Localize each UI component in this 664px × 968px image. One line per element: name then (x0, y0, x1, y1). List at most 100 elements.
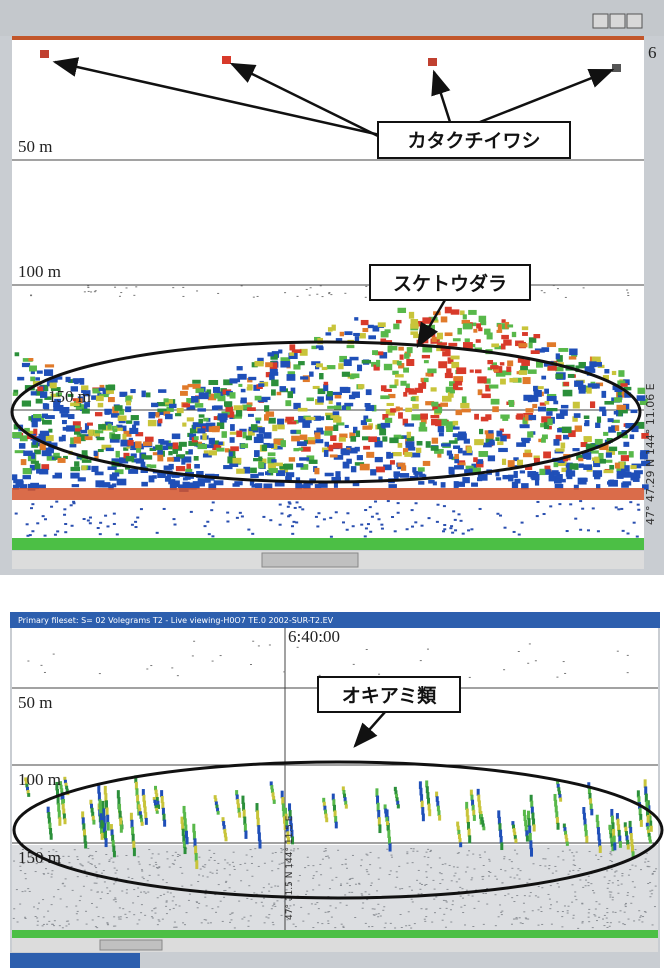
echo-pixel (513, 901, 515, 902)
echo-pixel (43, 874, 45, 875)
echo-pixel (67, 921, 69, 922)
echo-pixel (44, 535, 47, 537)
echo-pixel (514, 850, 516, 851)
echo-pixel (431, 402, 438, 407)
echo-pixel (539, 469, 545, 475)
echo-pixel (617, 474, 624, 479)
echo-pixel (306, 397, 313, 401)
echo-pixel (606, 908, 608, 909)
echo-pixel (68, 862, 70, 863)
echo-pixel (470, 528, 473, 530)
echo-pixel (287, 421, 296, 424)
echo-pixel (379, 429, 386, 436)
echo-pixel (177, 854, 179, 855)
echo-pixel (625, 903, 627, 904)
echo-pixel (30, 377, 35, 382)
echo-pixel (555, 871, 557, 872)
echo-pixel (584, 436, 592, 442)
echo-pixel (248, 920, 250, 921)
echo-pixel (172, 900, 174, 901)
echo-pixel (191, 396, 198, 403)
echo-pixel (406, 851, 408, 852)
echo-pixel (252, 641, 254, 642)
echo-pixel (396, 406, 400, 411)
taskbar-item[interactable] (10, 953, 140, 968)
echo-pixel (547, 342, 556, 347)
echo-pixel (360, 865, 362, 866)
echo-pixel (96, 927, 98, 928)
depth-label: 100 m (18, 770, 61, 789)
echo-pixel (491, 343, 499, 347)
echo-pixel (396, 320, 402, 323)
echo-pixel (389, 843, 392, 851)
echo-pixel (612, 882, 614, 883)
echo-pixel (464, 924, 466, 925)
echo-pixel (96, 877, 98, 878)
echo-pixel (98, 424, 106, 430)
echo-pixel (620, 910, 622, 911)
echo-pixel (126, 456, 134, 461)
echo-pixel (237, 374, 246, 380)
echo-pixel (414, 521, 417, 523)
echo-pixel (346, 529, 349, 531)
echo-pixel (655, 868, 657, 869)
echo-pixel (13, 392, 18, 395)
echo-pixel (265, 917, 267, 918)
echo-pixel (86, 876, 88, 877)
echo-pixel (254, 848, 256, 849)
echo-pixel (504, 856, 506, 857)
echo-pixel (233, 458, 242, 464)
echo-pixel (115, 873, 117, 874)
echo-pixel (68, 414, 75, 419)
echo-pixel (335, 822, 338, 829)
echo-pixel (431, 922, 433, 923)
echo-pixel (510, 877, 512, 878)
echo-pixel (422, 382, 426, 386)
echo-pixel (226, 521, 229, 523)
echo-pixel (627, 844, 630, 849)
echo-pixel (437, 333, 443, 340)
echo-pixel (197, 428, 205, 433)
echo-pixel (411, 319, 419, 324)
echo-pixel (42, 414, 48, 418)
echo-pixel (366, 419, 372, 422)
echo-pixel (573, 915, 575, 916)
echo-pixel (29, 891, 31, 892)
echo-pixel (649, 882, 651, 883)
echo-pixel (226, 512, 229, 514)
echo-pixel (273, 800, 276, 804)
echo-pixel (637, 504, 640, 506)
echo-pixel (538, 886, 540, 887)
echo-pixel (323, 384, 328, 391)
scroll-thumb[interactable] (100, 940, 162, 950)
echo-pixel (487, 360, 493, 364)
echo-pixel (301, 508, 304, 510)
echo-pixel (195, 860, 198, 869)
echo-pixel (442, 530, 445, 532)
echo-pixel (398, 866, 400, 867)
echo-pixel (482, 827, 485, 831)
echo-pixel (495, 437, 499, 441)
echo-pixel (381, 423, 390, 428)
echo-pixel (113, 513, 116, 515)
window-buttons[interactable] (593, 14, 642, 28)
echo-pixel (230, 919, 232, 920)
echo-pixel (428, 58, 437, 66)
echo-pixel (173, 927, 175, 928)
echo-pixel (536, 515, 539, 517)
echo-pixel (472, 896, 474, 897)
echo-pixel (378, 857, 380, 858)
echo-pixel (308, 437, 316, 440)
echo-pixel (592, 890, 594, 891)
scroll-thumb[interactable] (262, 553, 358, 567)
echo-pixel (442, 351, 450, 356)
echo-pixel (97, 437, 105, 440)
echo-pixel (428, 480, 434, 484)
echo-pixel (403, 392, 407, 397)
echo-pixel (165, 414, 173, 419)
echo-pixel (548, 868, 550, 869)
echo-pixel (341, 924, 343, 925)
echo-pixel (106, 448, 114, 451)
echo-pixel (86, 924, 88, 925)
echo-pixel (227, 862, 229, 863)
